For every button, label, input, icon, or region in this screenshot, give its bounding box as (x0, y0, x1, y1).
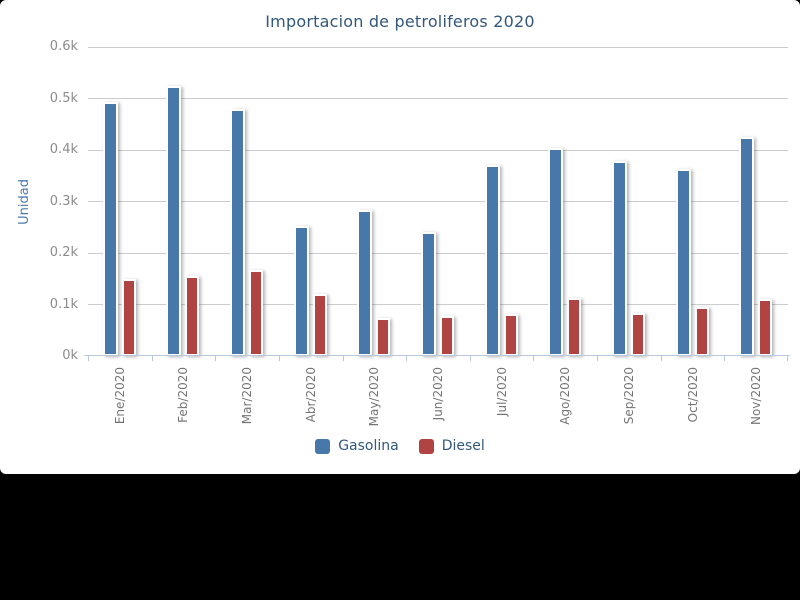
gridline (88, 149, 788, 151)
gridline (88, 201, 788, 202)
legend: Gasolina Diesel (0, 438, 800, 454)
x-tick-label-text: Feb/2020 (176, 367, 191, 423)
x-tick-label-text: Sep/2020 (621, 367, 636, 425)
bar-diesel-mar-2020[interactable] (249, 270, 264, 356)
bar-group (724, 47, 788, 356)
legend-label-gasolina: Gasolina (338, 438, 399, 454)
bar-group (533, 47, 597, 356)
bar-group (661, 47, 725, 356)
x-tick-label: Oct/2020 (678, 367, 708, 422)
x-axis-tick (724, 356, 726, 361)
x-axis-tick (406, 356, 408, 361)
bar-diesel-abr-2020[interactable] (312, 294, 327, 356)
bar-group (470, 47, 534, 356)
bar-group (597, 47, 661, 356)
x-tick-label: Jun/2020 (423, 367, 453, 420)
x-tick-label: Ene/2020 (105, 367, 135, 424)
x-tick-label: Abr/2020 (296, 367, 326, 422)
bar-group (279, 47, 343, 356)
x-tick-label-text: Nov/2020 (749, 367, 764, 426)
x-axis-tick (787, 356, 788, 361)
gridline (88, 252, 788, 254)
legend-label-diesel: Diesel (441, 438, 485, 454)
bar-diesel-ene-2020[interactable] (121, 279, 136, 356)
x-axis-tick (151, 356, 153, 361)
bar-diesel-may-2020[interactable] (376, 318, 391, 356)
y-tick-label: 0.6k (49, 39, 78, 54)
x-axis-tick (88, 356, 89, 361)
x-tick-label-text: Jul/2020 (494, 367, 509, 417)
x-tick-label-text: May/2020 (367, 367, 382, 427)
bar-diesel-jul-2020[interactable] (503, 314, 518, 356)
bar-gasolina-ago-2020[interactable] (548, 148, 564, 356)
y-tick-label: 0.1k (49, 296, 78, 312)
x-axis-tick (215, 356, 217, 361)
x-tick-label-text: Oct/2020 (685, 367, 700, 423)
bar-diesel-sep-2020[interactable] (630, 313, 645, 356)
y-tick-label: 0k (62, 348, 78, 363)
bar-group (215, 47, 279, 356)
bar-diesel-feb-2020[interactable] (185, 276, 200, 356)
x-tick-label: Jul/2020 (487, 367, 517, 416)
bar-diesel-nov-2020[interactable] (758, 299, 773, 356)
legend-item-gasolina[interactable]: Gasolina (315, 438, 399, 454)
bar-gasolina-mar-2020[interactable] (230, 109, 246, 356)
bar-group (343, 47, 407, 356)
bar-diesel-ago-2020[interactable] (567, 298, 582, 356)
chart-panel: Importacion de petroliferos 2020 Unidad … (0, 0, 800, 474)
gridline (88, 98, 788, 99)
bar-group (88, 47, 152, 356)
x-axis-tick (533, 356, 535, 361)
x-axis-tick (278, 356, 280, 361)
y-tick-label: 0.2k (49, 245, 78, 260)
bar-gasolina-feb-2020[interactable] (166, 86, 182, 356)
bar-gasolina-jul-2020[interactable] (484, 165, 500, 356)
bar-gasolina-ene-2020[interactable] (102, 102, 118, 356)
y-tick-label: 0.5k (49, 90, 78, 106)
legend-item-diesel[interactable]: Diesel (418, 438, 485, 454)
bar-gasolina-nov-2020[interactable] (739, 137, 755, 356)
legend-swatch-gasolina (315, 438, 331, 454)
bar-diesel-jun-2020[interactable] (439, 316, 454, 356)
x-tick-label-text: Jun/2020 (431, 367, 445, 421)
bar-group (152, 47, 216, 356)
x-tick-label-text: Mar/2020 (240, 367, 255, 425)
y-tick-label: 0.4k (49, 142, 78, 157)
gridline (88, 46, 788, 48)
x-tick-label: Mar/2020 (232, 367, 262, 424)
x-axis-tick (342, 356, 344, 361)
chart-title: Importacion de petroliferos 2020 (265, 12, 535, 31)
x-tick-label-text: Ene/2020 (112, 367, 127, 425)
x-tick-label: Feb/2020 (168, 367, 198, 423)
bar-gasolina-may-2020[interactable] (357, 210, 373, 356)
x-tick-label: Sep/2020 (614, 367, 644, 424)
legend-swatch-diesel (418, 438, 434, 454)
bar-gasolina-sep-2020[interactable] (611, 161, 627, 356)
x-tick-label: Nov/2020 (741, 367, 771, 425)
y-tick-label: 0.3k (49, 193, 78, 209)
x-tick-label: May/2020 (359, 367, 389, 426)
x-tick-label-text: Abr/2020 (303, 367, 318, 423)
bar-diesel-oct-2020[interactable] (694, 307, 709, 356)
bar-gasolina-jun-2020[interactable] (420, 232, 436, 356)
bar-group (406, 47, 470, 356)
x-tick-label-text: Ago/2020 (558, 367, 573, 425)
bar-gasolina-abr-2020[interactable] (293, 226, 309, 356)
bar-gasolina-oct-2020[interactable] (675, 169, 691, 356)
x-axis-tick (660, 356, 662, 361)
x-axis-line (84, 355, 790, 356)
x-tick-label: Ago/2020 (550, 367, 580, 425)
gridline (88, 304, 788, 305)
plot-area (84, 46, 790, 361)
x-axis-tick (469, 356, 471, 361)
x-axis-tick (597, 356, 599, 361)
